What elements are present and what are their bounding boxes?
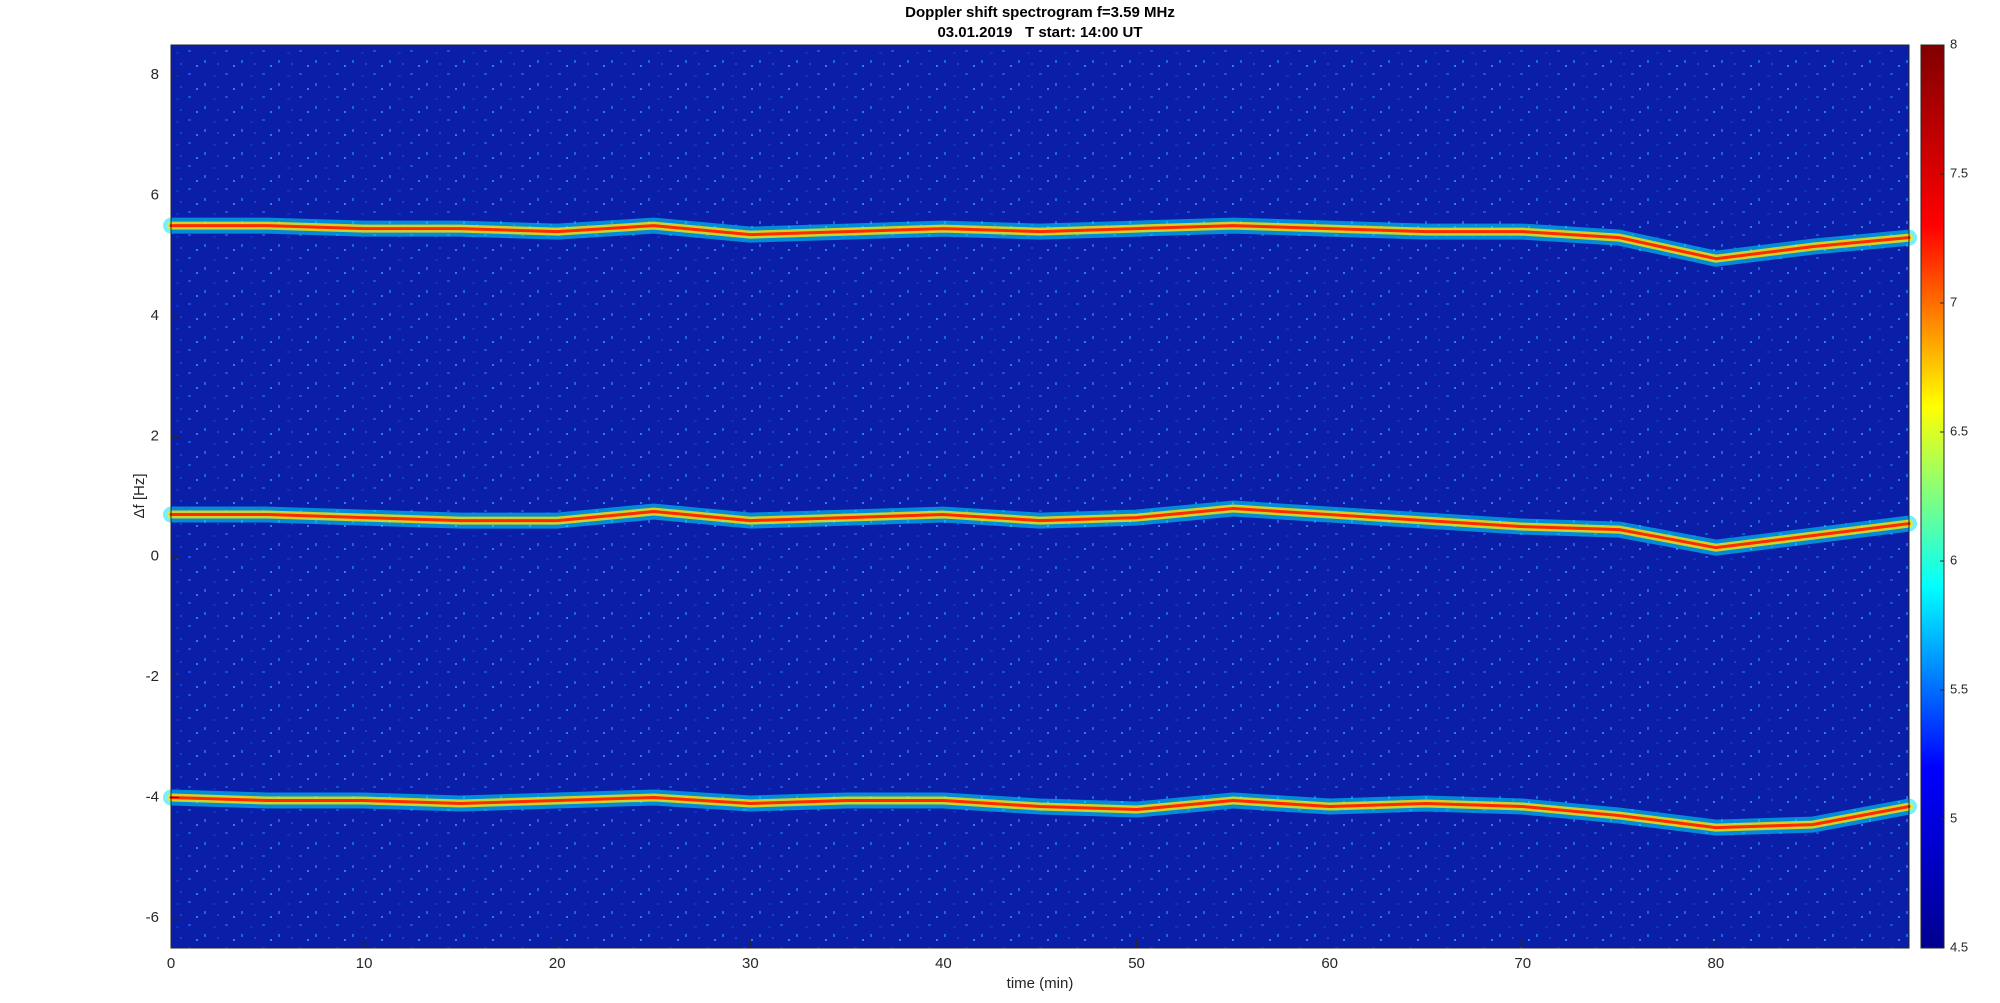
x-tick-label: 80: [1708, 955, 1725, 972]
y-axis-label: Δf [Hz]: [131, 473, 148, 518]
x-tick-label: 20: [549, 955, 566, 972]
y-tick-label: 6: [151, 186, 159, 203]
x-tick-label: 0: [167, 955, 175, 972]
y-tick-label: 4: [151, 307, 159, 324]
colorbar-tick-label: 5.5: [1950, 681, 1968, 696]
x-tick-label: 70: [1514, 955, 1531, 972]
colorbar-tick-label: 7: [1950, 294, 1957, 309]
trace-line: [169, 507, 1911, 550]
chart-title: Doppler shift spectrogram f=3.59 MHz: [905, 4, 1175, 21]
y-tick-label: 8: [151, 66, 159, 83]
x-tick-label: 50: [1128, 955, 1145, 972]
x-axis-label: time (min): [1007, 975, 1074, 992]
colorbar-tick-label: 6: [1950, 552, 1957, 567]
y-tick-label: 0: [151, 548, 159, 565]
x-tick-label: 10: [356, 955, 373, 972]
x-tick-label: 40: [935, 955, 952, 972]
chart-subtitle: 03.01.2019 T start: 14:00 UT: [937, 24, 1142, 41]
x-tick-label: 30: [742, 955, 759, 972]
colorbar-tick-label: 5: [1950, 810, 1957, 825]
y-tick-label: -6: [146, 909, 159, 926]
colorbar-tick-label: 8: [1950, 36, 1957, 51]
colorbar: [1920, 44, 1945, 949]
y-tick-label: 2: [151, 427, 159, 444]
plot-frame: [170, 44, 1910, 949]
y-tick-label: -2: [146, 668, 159, 685]
y-tick-label: -4: [146, 788, 159, 805]
colorbar-tick-label: 4.5: [1950, 939, 1968, 954]
colorbar-tick-label: 6.5: [1950, 423, 1968, 438]
trace-line: [169, 224, 1911, 261]
colorbar-tick-label: 7.5: [1950, 165, 1968, 180]
trace-line: [169, 796, 1911, 830]
x-tick-label: 60: [1321, 955, 1338, 972]
